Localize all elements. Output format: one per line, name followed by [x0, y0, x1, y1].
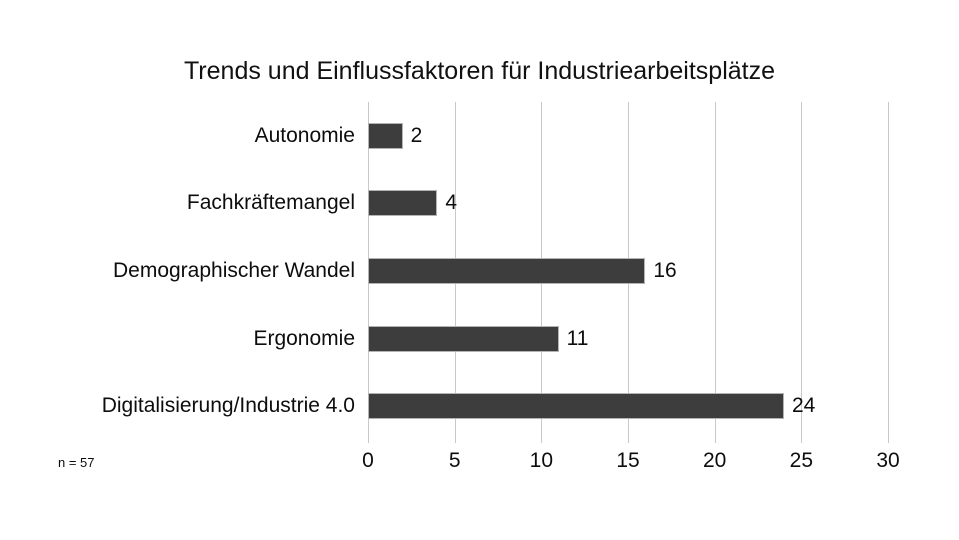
- chart-title: Trends und Einflussfaktoren für Industri…: [183, 57, 776, 85]
- x-tick-label: 15: [616, 449, 640, 472]
- category-label: Fachkräftemangel: [186, 191, 355, 215]
- x-tick-label: 5: [448, 449, 461, 472]
- value-label: 16: [653, 258, 677, 282]
- bar-row: Digitalisierung/Industrie 4.0 24: [0, 372, 959, 440]
- bar-area: 11: [368, 305, 588, 373]
- gridline: [714, 102, 716, 443]
- sample-size-note: n = 57: [58, 455, 95, 470]
- x-tick-label: 30: [876, 449, 900, 472]
- bar-row: Ergonomie 11: [0, 305, 959, 373]
- x-tick-label: 20: [702, 449, 727, 472]
- bar-area: 24: [368, 372, 815, 440]
- bar-area: 16: [368, 237, 677, 305]
- bar-rows: Autonomie 2 Fachkräftemangel 4 Demographisch…: [0, 102, 959, 440]
- bar: [368, 190, 438, 217]
- bar-area: 2: [368, 102, 422, 170]
- x-axis: 0 5 10 15 20 25 30: [362, 449, 900, 475]
- category-label: Ergonomie: [253, 326, 355, 350]
- bar-row: Autonomie 2: [0, 102, 959, 170]
- bar: [368, 122, 403, 149]
- category-label: Demographischer Wandel: [112, 258, 355, 282]
- bar-row: Fachkräftemangel 4: [0, 170, 959, 238]
- bar: [368, 393, 784, 420]
- category-label: Autonomie: [254, 123, 355, 147]
- category-label: Digitalisierung/Industrie 4.0: [101, 394, 355, 418]
- bar-row: Demographischer Wandel 16: [0, 237, 959, 305]
- x-tick-label: 10: [529, 449, 554, 472]
- value-label: 11: [566, 326, 589, 350]
- bar-area: 4: [368, 170, 457, 238]
- bar: [368, 325, 559, 352]
- bar: [368, 257, 646, 284]
- value-label: 24: [792, 394, 816, 418]
- gridline: [801, 102, 803, 443]
- value-label: 2: [410, 123, 423, 147]
- x-tick-label: 25: [789, 449, 814, 472]
- gridline: [888, 102, 889, 443]
- x-tick-label: 0: [362, 449, 374, 472]
- value-label: 4: [445, 191, 458, 215]
